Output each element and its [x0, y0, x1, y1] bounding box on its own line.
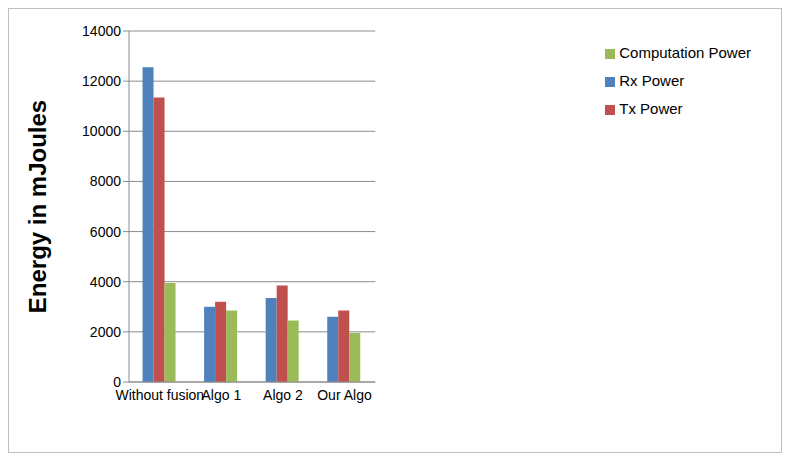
svg-text:10000: 10000 — [82, 123, 121, 139]
html-text:Tx Power: Tx Power — [619, 100, 683, 117]
svg-text:Without fusion: Without fusion — [115, 387, 204, 403]
html-text:Computation Power: Computation Power — [619, 44, 751, 61]
svg-text:Algo 2: Algo 2 — [263, 387, 303, 403]
svg-text:8000: 8000 — [90, 173, 121, 189]
svg-text:4000: 4000 — [90, 274, 121, 290]
svg-text:14000: 14000 — [82, 23, 121, 39]
svg-text:0: 0 — [113, 374, 121, 390]
svg-text:6000: 6000 — [90, 224, 121, 240]
svg-text:Our Algo: Our Algo — [317, 387, 372, 403]
html-text:Rx Power: Rx Power — [619, 72, 685, 89]
svg-text:Algo 1: Algo 1 — [201, 387, 241, 403]
svg-text:Energy in mJoules: Energy in mJoules — [24, 100, 51, 313]
svg-text:12000: 12000 — [82, 73, 121, 89]
svg-text:2000: 2000 — [90, 324, 121, 340]
